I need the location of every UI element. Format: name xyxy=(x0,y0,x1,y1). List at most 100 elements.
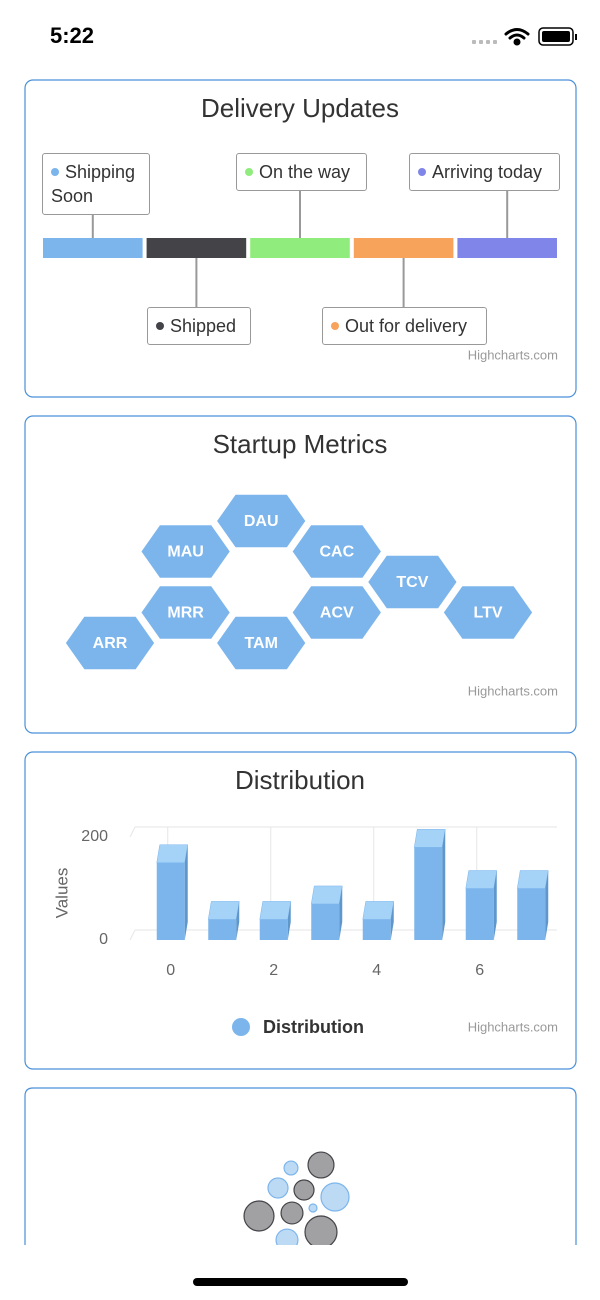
status-time: 5:22 xyxy=(50,23,94,48)
bubble xyxy=(283,1160,299,1176)
column-top xyxy=(362,901,395,920)
column-front xyxy=(259,919,288,940)
column xyxy=(259,901,292,940)
column-side xyxy=(493,870,497,940)
event-name: On the way xyxy=(259,162,351,182)
event-dot xyxy=(51,168,59,176)
chart-title: Startup Metrics xyxy=(213,429,388,459)
event-label: Shipped xyxy=(147,307,251,345)
x-tick-label: 4 xyxy=(372,962,381,979)
tile xyxy=(215,615,308,671)
bubble xyxy=(275,1228,299,1245)
column-side xyxy=(545,870,549,940)
column-front xyxy=(208,919,237,940)
tile-label: MRR xyxy=(167,605,204,622)
tile xyxy=(366,554,459,610)
timeline-segment xyxy=(43,238,143,258)
tile-label: ARR xyxy=(93,635,128,652)
home-indicator xyxy=(193,1278,408,1286)
column-top xyxy=(413,829,446,848)
tile xyxy=(64,615,156,671)
column xyxy=(207,901,240,940)
column-top xyxy=(207,901,240,920)
card xyxy=(24,415,577,734)
bubble-group xyxy=(243,1151,350,1245)
event-dot xyxy=(156,322,164,330)
card xyxy=(24,1087,577,1245)
column-side xyxy=(339,885,343,940)
column xyxy=(465,870,498,940)
tile-label: ACV xyxy=(320,605,354,622)
signal-icon xyxy=(472,40,497,44)
grid-line xyxy=(129,929,136,941)
column-side xyxy=(287,901,291,940)
tile xyxy=(290,523,383,580)
tile-label: TAM xyxy=(244,635,277,652)
column-side xyxy=(236,901,240,940)
column-front xyxy=(517,888,546,940)
event-label: On the way xyxy=(236,153,367,191)
tile xyxy=(442,584,534,641)
y-axis-label: Values xyxy=(52,868,71,919)
chart-title: Delivery Updates xyxy=(201,93,399,123)
tile xyxy=(139,584,232,641)
event-label: Arriving today xyxy=(409,153,560,191)
tile-label: TCV xyxy=(396,574,428,591)
tile-label: LTV xyxy=(473,605,502,622)
x-tick-label: 2 xyxy=(269,962,278,979)
column xyxy=(516,870,549,940)
battery-icon xyxy=(538,27,577,46)
column xyxy=(310,885,343,940)
event-dot xyxy=(331,322,339,330)
tile-label: CAC xyxy=(319,544,354,561)
wifi-icon xyxy=(504,28,530,46)
bubble xyxy=(307,1151,335,1179)
bubble xyxy=(320,1182,350,1212)
column-top xyxy=(310,885,343,905)
column-top xyxy=(465,870,498,889)
credits: Highcharts.com xyxy=(468,347,558,362)
column-front xyxy=(362,919,391,940)
event-name: Arriving today xyxy=(432,162,543,182)
tile xyxy=(290,584,383,641)
bubble xyxy=(243,1200,275,1232)
column-top xyxy=(156,844,189,863)
y-tick-label: 0 xyxy=(99,931,108,948)
column-top xyxy=(259,901,292,920)
y-tick-label: 200 xyxy=(81,828,108,845)
column xyxy=(156,844,189,940)
tile-label: MAU xyxy=(167,544,203,561)
timeline-segment xyxy=(146,238,247,258)
event-label: Out for delivery xyxy=(322,307,487,345)
column-front xyxy=(156,862,185,940)
column-front xyxy=(465,888,494,940)
event-dot xyxy=(418,168,426,176)
column-top xyxy=(516,870,549,889)
chart-title: Distribution xyxy=(235,765,365,795)
credits: Highcharts.com xyxy=(468,683,558,698)
tile-label: DAU xyxy=(244,513,279,530)
timeline-segment xyxy=(250,238,350,258)
column-side xyxy=(184,844,188,940)
event-name: Shipped xyxy=(170,316,237,336)
column xyxy=(362,901,395,940)
grid-line xyxy=(129,826,136,838)
tile xyxy=(215,493,308,549)
x-tick-label: 6 xyxy=(475,962,484,979)
column-front xyxy=(414,847,443,940)
event-dot xyxy=(245,168,253,176)
x-tick-label: 0 xyxy=(166,962,175,979)
column-front xyxy=(311,903,340,940)
tile xyxy=(139,523,232,580)
legend-symbol xyxy=(232,1018,250,1036)
bubble xyxy=(293,1179,315,1201)
column-side xyxy=(442,829,446,940)
legend-label: Distribution xyxy=(263,1017,364,1037)
bubble xyxy=(304,1215,338,1245)
event-name: Shipping Soon xyxy=(51,162,136,206)
event-name: Out for delivery xyxy=(345,316,468,336)
bubble xyxy=(280,1201,304,1225)
credits: Highcharts.com xyxy=(468,1019,558,1034)
